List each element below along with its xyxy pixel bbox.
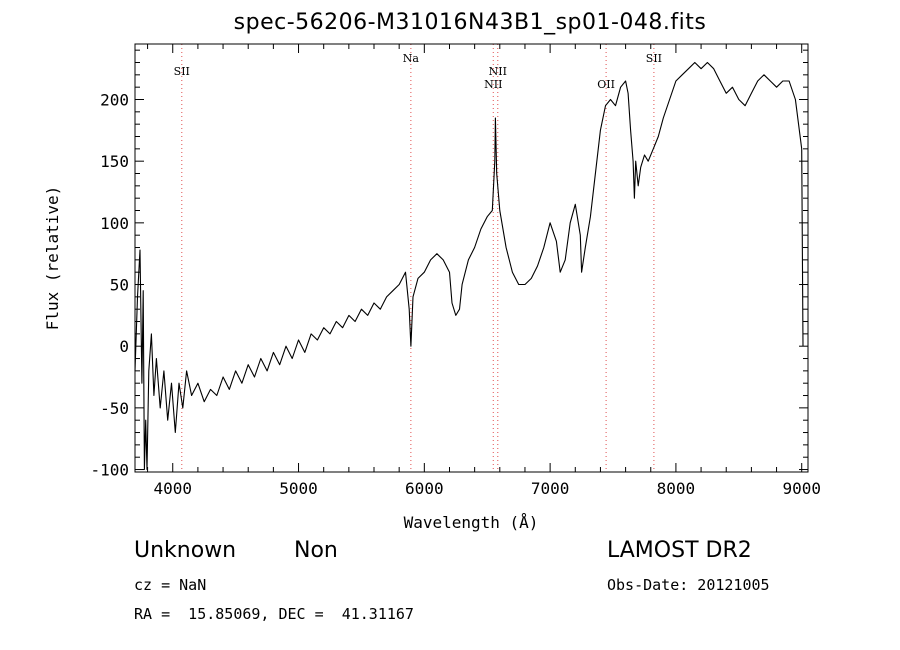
- line-marker-label: SII: [646, 52, 662, 65]
- y-tick-label: 0: [119, 337, 129, 356]
- emission-line-markers: [181, 44, 655, 472]
- spectrum-line: [134, 61, 804, 471]
- y-tick-label: 100: [100, 214, 129, 233]
- sky-coordinates: RA = 15.85069, DEC = 41.31167: [134, 605, 414, 623]
- object-subtype: Non: [294, 538, 338, 563]
- chart-title: spec-56206-M31016N43B1_sp01-048.fits: [233, 10, 707, 35]
- y-axis-label: Flux (relative): [43, 186, 62, 331]
- y-tick-label: 50: [110, 276, 129, 295]
- x-tick-label: 7000: [531, 479, 570, 498]
- spectrum-series: [134, 61, 804, 471]
- plot-frame: [134, 43, 809, 473]
- line-marker-label: NII: [484, 78, 502, 91]
- redshift-value: cz = NaN: [134, 576, 207, 594]
- x-tick-label: 9000: [782, 479, 821, 498]
- line-marker-label: NII: [489, 65, 507, 78]
- observation-date: Obs-Date: 20121005: [607, 576, 770, 594]
- y-tick-label: -50: [100, 399, 129, 418]
- object-type: Unknown: [134, 538, 237, 563]
- y-tick-label: -100: [90, 461, 129, 480]
- line-marker-label: Na: [403, 52, 420, 65]
- line-marker-label: SII: [174, 65, 190, 78]
- line-marker-label: OII: [597, 78, 615, 91]
- survey-name: LAMOST DR2: [607, 538, 752, 563]
- axis-ticks: [135, 44, 808, 472]
- y-tick-label: 150: [100, 152, 129, 171]
- y-tick-label: 200: [100, 91, 129, 110]
- x-tick-label: 4000: [153, 479, 192, 498]
- x-tick-label: 5000: [279, 479, 318, 498]
- x-tick-label: 6000: [405, 479, 444, 498]
- axis-tick-labels: 4000 5000 6000 7000 8000 9000 -100 -50 0 50 100 150…: [90, 52, 821, 498]
- x-axis-label: Wavelength (Å): [404, 513, 539, 532]
- x-tick-label: 8000: [657, 479, 696, 498]
